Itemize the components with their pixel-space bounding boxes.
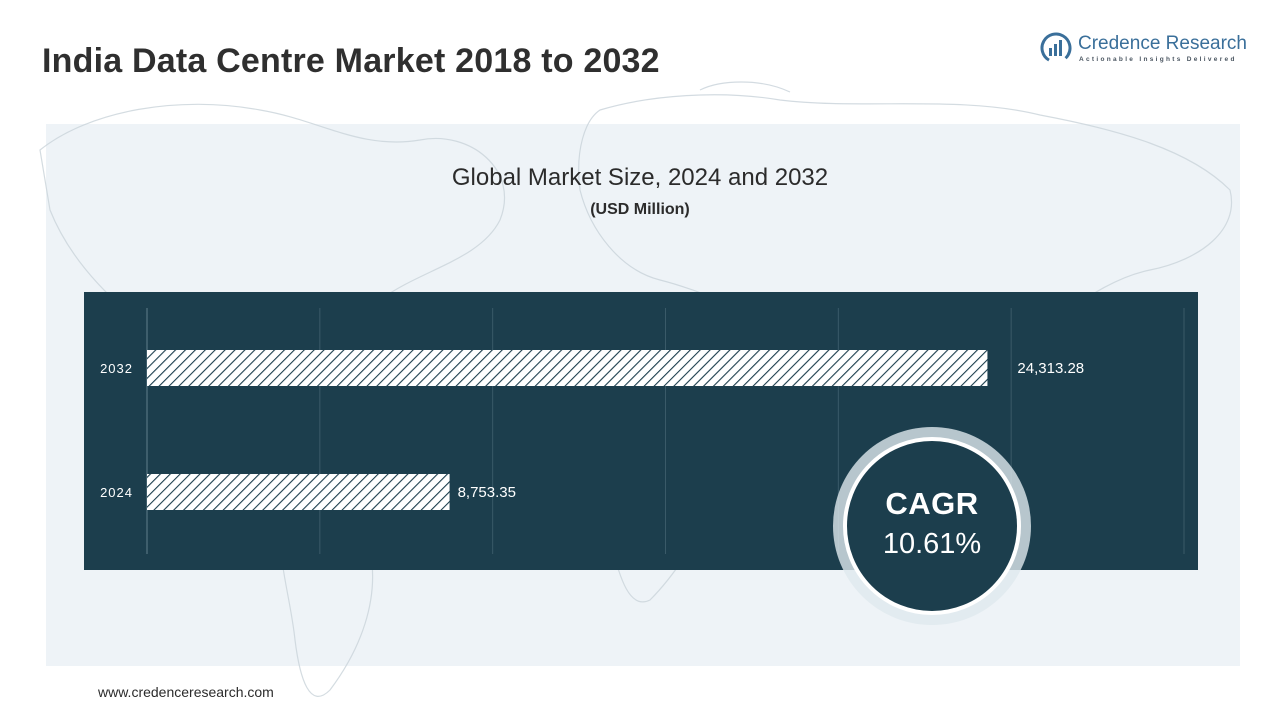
cagr-value: 10.61% (882, 528, 982, 560)
credence-logo-icon (1040, 32, 1072, 64)
logo-tagline: Actionable Insights Delivered (1079, 56, 1237, 63)
logo-name: Credence Research (1078, 33, 1247, 54)
chart-title: Global Market Size, 2024 and 2032 (451, 164, 829, 191)
value-label-2024: 8,753.35 (458, 484, 516, 501)
footer-url[interactable]: www.credenceresearch.com (98, 684, 274, 700)
cagr-circle (843, 437, 1021, 615)
cagr-label: CAGR (885, 486, 979, 521)
category-label-2032: 2032 (100, 361, 133, 376)
chart-subtitle: (USD Million) (590, 201, 690, 218)
bar-2024 (147, 474, 450, 510)
page-title: India Data Centre Market 2018 to 2032 (42, 42, 660, 80)
brand-logo[interactable]: Credence Research Actionable Insights De… (1040, 32, 1260, 68)
value-label-2032: 24,313.28 (1017, 360, 1084, 377)
bar-2032 (147, 350, 988, 386)
category-label-2024: 2024 (100, 485, 133, 500)
